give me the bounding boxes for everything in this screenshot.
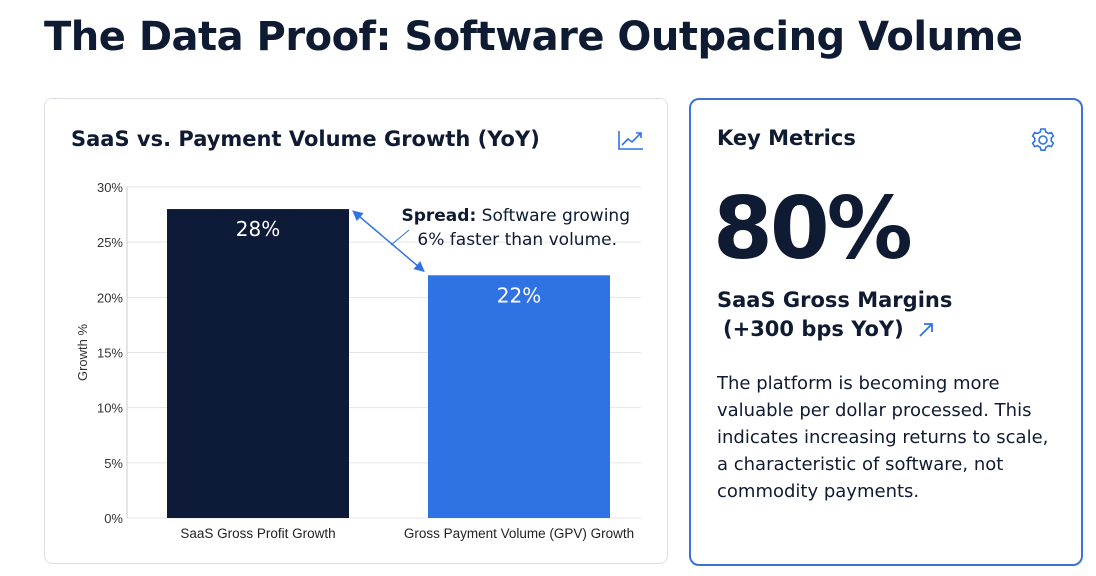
y-tick-label: 25% (97, 235, 123, 250)
trend-line-icon[interactable] (617, 129, 645, 151)
metric-label-line1: SaaS Gross Margins (717, 288, 953, 312)
bar-data-label: 22% (497, 283, 541, 307)
y-tick-label: 30% (97, 180, 123, 195)
annotation-line2: 6% faster than volume. (417, 230, 617, 250)
metric-description: The platform is becoming more valuable p… (717, 373, 1049, 502)
annotation-leader-line (390, 229, 410, 246)
y-tick-label: 0% (104, 511, 123, 526)
spread-arrow (352, 210, 425, 272)
bar-data-label: 28% (236, 217, 280, 241)
trend-up-arrow-icon (919, 323, 933, 338)
bar (167, 209, 349, 519)
gear-icon[interactable] (1029, 126, 1057, 154)
y-tick-label: 10% (97, 401, 123, 416)
chart-title: SaaS vs. Payment Volume Growth (YoY) (71, 127, 540, 151)
page-title: The Data Proof: Software Outpacing Volum… (44, 14, 1023, 60)
metric-label: SaaS Gross Margins (+300 bps YoY) (717, 286, 952, 345)
bar-chart: 0% 5% 10% 15% 20% 25% 30% Growth % 28% SaaS Gross… (75, 180, 641, 541)
metric-label-line2: (+300 bps YoY) (723, 317, 904, 342)
y-tick-label: 20% (97, 290, 123, 305)
metrics-title: Key Metrics (717, 126, 856, 150)
x-category-label: SaaS Gross Profit Growth (180, 526, 335, 541)
y-axis-label: Growth % (75, 324, 90, 382)
y-tick-label: 5% (104, 456, 123, 471)
y-tick-label: 15% (97, 346, 123, 361)
big-metric-value: 80% (713, 179, 913, 279)
chart-card: SaaS vs. Payment Volume Growth (YoY) 0% 5… (44, 98, 668, 564)
metrics-card: Key Metrics 80% SaaS Gross Margins (+300… (689, 98, 1083, 566)
annotation-line1: Spread: Software growing (401, 206, 630, 226)
x-category-label: Gross Payment Volume (GPV) Growth (404, 526, 634, 541)
bar (428, 275, 610, 518)
